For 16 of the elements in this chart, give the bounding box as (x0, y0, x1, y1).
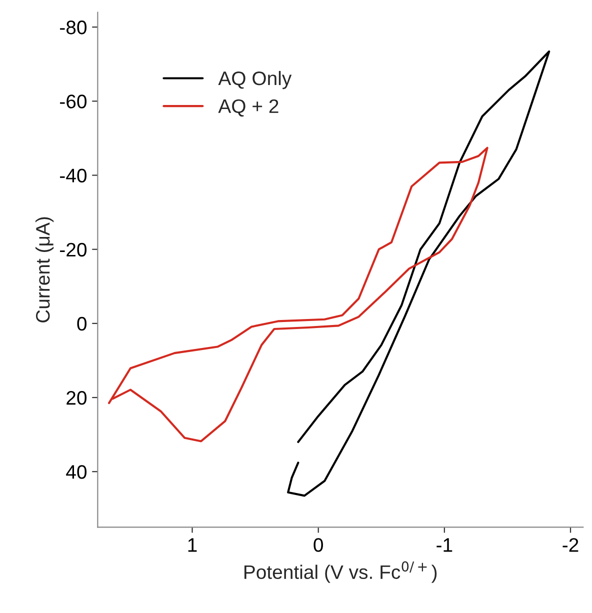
y-tick-label: -40 (60, 168, 87, 182)
legend-label: AQ + 2 (218, 99, 278, 117)
y-tick-label: 20 (66, 390, 87, 405)
line-series (108, 146, 488, 442)
y-tick-label: 0 (77, 316, 87, 331)
legend-label: AQ Only (218, 70, 292, 90)
x-tick-label: 1 (188, 538, 197, 552)
x-tick-label: -1 (436, 538, 452, 552)
x-tick-label: -2 (562, 538, 578, 552)
x-tick-label: 0 (314, 538, 323, 552)
y-tick-label: -20 (60, 242, 87, 257)
y-axis-title: Current (μA) (35, 217, 54, 322)
y-tick-label: -80 (60, 20, 87, 34)
y-tick-label: 40 (66, 465, 87, 479)
x-axis-title: Potential (V vs. Fc$^{0/+}$) (244, 561, 437, 583)
y-tick-label: -60 (60, 94, 87, 108)
